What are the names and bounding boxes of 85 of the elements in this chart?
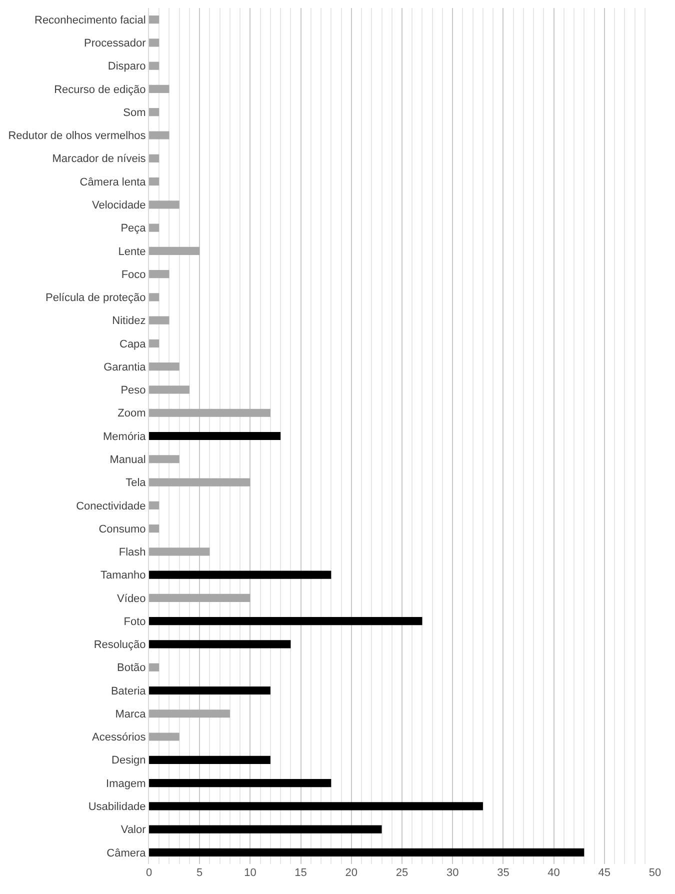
bar [149,362,180,371]
x-tick-label: 40 [548,867,560,879]
bar [149,224,160,232]
y-tick-label: Película de proteção [46,292,146,304]
y-tick-label: Recurso de edição [54,84,146,96]
y-tick-label: Peso [120,384,146,397]
y-tick-label: Usabilidade [88,801,146,814]
y-tick-label: Lente [118,246,146,258]
x-tick-label: 35 [497,867,510,879]
bar [149,455,180,464]
y-tick-label: Consumo [98,523,146,536]
bar [149,501,160,510]
y-tick-label: Bateria [110,685,147,698]
y-tick-label: Valor [120,824,146,836]
bar [149,200,180,209]
x-tick-label: 25 [396,867,408,879]
y-tick-label: Câmera lenta [80,176,147,188]
y-tick-label: Imagem [106,778,146,790]
bar [149,524,160,533]
bar [149,848,584,856]
x-tick-label: 5 [196,867,203,879]
bar [149,408,270,417]
y-tick-label: Manual [110,454,146,466]
y-tick-label: Velocidade [92,200,146,212]
bar [149,478,250,486]
y-tick-label: Resolução [94,639,146,652]
y-tick-label: Nitidez [112,315,146,328]
y-tick-label: Botão [117,662,146,674]
y-tick-label: Tela [126,477,147,490]
bar [149,640,291,648]
y-tick-label: Processador [84,38,146,50]
y-tick-label: Marcador de níveis [52,153,146,166]
bar [149,84,170,94]
bar [149,825,382,834]
bar [149,802,483,810]
bar [149,594,250,602]
y-tick-label: Foco [121,268,146,281]
bar [149,108,160,116]
bar [149,778,332,788]
y-tick-label: Foto [124,616,146,628]
x-tick-label: 30 [446,867,459,879]
bar [149,710,230,718]
y-tick-label: Câmera [106,847,147,860]
bar [149,62,160,70]
y-tick-label: Memória [103,430,147,443]
bar [149,756,270,764]
bar [149,686,270,695]
y-tick-label: Tamanho [100,570,146,582]
bar [149,270,170,278]
y-tick-label: Garantia [104,361,147,374]
y-tick-label: Som [123,106,146,119]
y-tick-label: Conectividade [76,500,146,512]
y-tick-label: Design [112,754,146,767]
y-tick-label: Capa [120,338,147,350]
bar [149,386,190,394]
bar [149,177,160,186]
x-tick-label: 0 [146,867,152,879]
x-tick-label: 45 [598,867,611,879]
bar [149,316,170,324]
x-tick-label: 15 [294,867,307,879]
bar [149,663,160,672]
y-tick-label: Redutor de olhos vermelhos [8,130,146,142]
y-tick-label: Reconhecimento facial [34,14,146,26]
y-tick-label: Peça [120,222,147,235]
bar [149,38,160,47]
x-tick-label: 20 [345,867,358,879]
bar [149,131,170,140]
y-tick-label: Marca [115,708,147,720]
bar [149,16,160,24]
bar [149,154,160,162]
y-tick-label: Disparo [108,60,146,73]
bar [149,548,210,556]
y-tick-label: Vídeo [117,592,146,605]
y-tick-label: Zoom [118,408,146,420]
bar [149,339,160,348]
y-tick-label: Acessórios [92,732,146,744]
bar [149,570,332,579]
bar [149,432,281,440]
bar [149,617,422,626]
x-tick-label: 10 [244,867,256,879]
bar [149,732,180,741]
x-tick-label: 50 [648,867,662,879]
bar [149,246,200,255]
y-tick-label: Flash [118,546,146,559]
bar [149,293,160,302]
